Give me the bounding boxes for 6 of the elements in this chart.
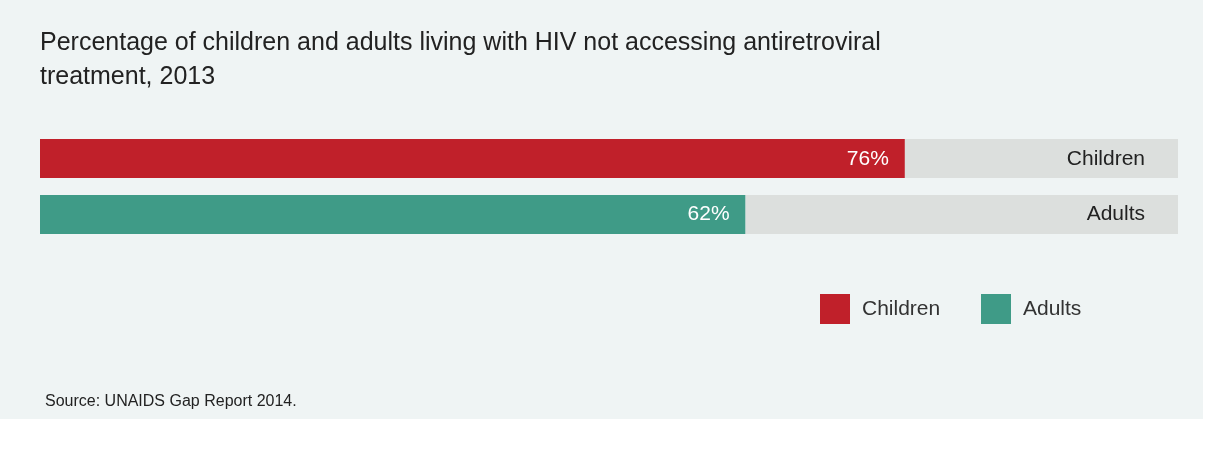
- data-label: 62%: [687, 201, 730, 225]
- data-label: 76%: [846, 145, 889, 169]
- legend-label: Children: [862, 296, 941, 319]
- legend-label: Adults: [1023, 296, 1082, 319]
- source-note: Source: UNAIDS Gap Report 2014.: [45, 392, 297, 409]
- chart-title: Percentage of children and adults living with HIV not accessing antiretroviral treatment, 2013: [40, 27, 881, 89]
